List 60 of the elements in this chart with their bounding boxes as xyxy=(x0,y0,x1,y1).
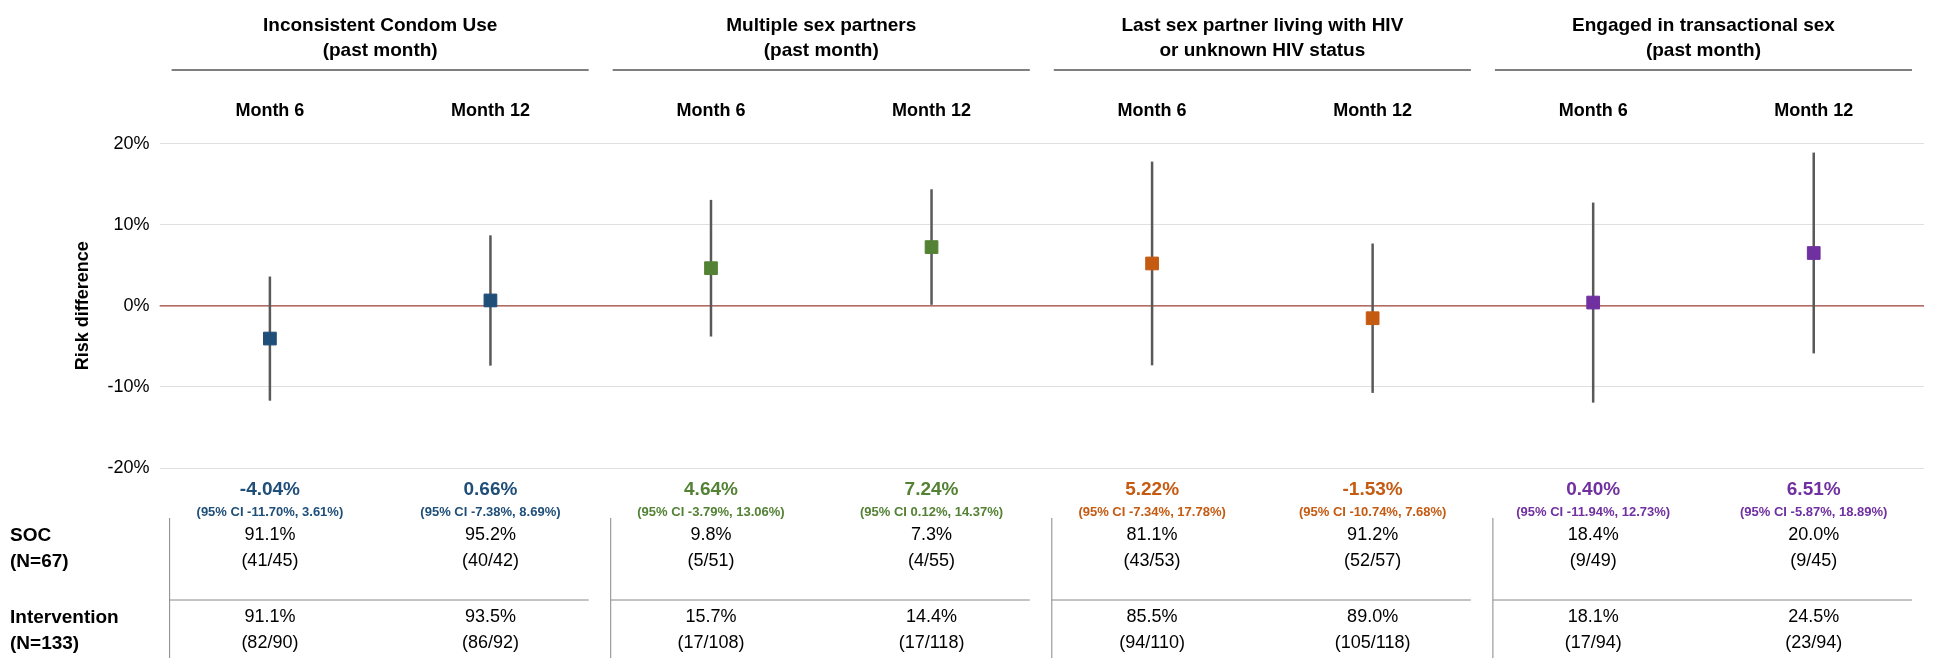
point xyxy=(924,240,939,254)
text: 18.1% (17/94) xyxy=(1564,605,1622,652)
text: 95.2% (40/42) xyxy=(461,523,519,570)
text: 7.3% (4/55) xyxy=(908,523,956,570)
text: Intervention (N=133) xyxy=(10,605,119,653)
data-label: 7.24% xyxy=(904,477,959,499)
point xyxy=(483,293,498,308)
x-tick-label: Month 6 xyxy=(235,99,305,120)
y-axis-title: Risk difference xyxy=(71,241,92,371)
text: 91.1% (41/45) xyxy=(241,523,299,570)
text: (95% CI -7.34%, 17.78%) xyxy=(1078,504,1226,520)
point xyxy=(263,331,277,346)
data-label: 5.22% xyxy=(1125,477,1180,499)
text: (95% CI -5.87%, 18.89%) xyxy=(1740,504,1888,520)
data-label: 0.40% xyxy=(1566,477,1621,499)
text: (95% CI -3.79%, 13.06%) xyxy=(637,504,785,520)
data-label: 4.64% xyxy=(684,477,739,499)
text: (95% CI -11.94%, 12.73%) xyxy=(1516,504,1671,520)
y-tick-label: 20% xyxy=(113,132,150,153)
text: 93.5% (86/92) xyxy=(461,605,519,652)
text: 89.0% (105/118) xyxy=(1334,605,1411,652)
y-tick-label: 10% xyxy=(113,213,150,234)
x-tick-label: Month 6 xyxy=(1558,99,1628,120)
text: Last sex partner living with HIV or unknown HIV status xyxy=(1121,13,1404,60)
x-tick-label: Month 12 xyxy=(450,99,530,120)
text: Engaged in transactional sex (past month) xyxy=(1571,13,1836,60)
text: (95% CI -7.38%, 8.69%) xyxy=(420,504,561,520)
x-tick-label: Month 6 xyxy=(676,99,746,120)
point xyxy=(1806,246,1821,260)
text: 9.8% (5/51) xyxy=(687,523,735,570)
text: (95% CI -10.74%, 7.68%) xyxy=(1298,504,1447,520)
text: (95% CI 0.12%, 14.37%) xyxy=(860,504,1004,520)
text: 24.5% (23/94) xyxy=(1785,605,1843,652)
text: 18.4% (9/49) xyxy=(1567,523,1619,570)
x-tick-label: Month 6 xyxy=(1117,99,1187,120)
text: (95% CI -11.70%, 3.61%) xyxy=(196,504,344,520)
data-label: -1.53% xyxy=(1342,477,1403,499)
text: 85.5% (94/110) xyxy=(1119,605,1185,652)
x-tick-label: Month 12 xyxy=(892,99,972,120)
text: 91.1% (82/90) xyxy=(241,605,299,652)
text: 20.0% (9/45) xyxy=(1788,523,1840,570)
data-label: 0.66% xyxy=(463,477,518,499)
data-label: 6.51% xyxy=(1786,477,1841,499)
y-tick-label: -20% xyxy=(107,456,150,477)
text: Multiple sex partners (past month) xyxy=(726,13,917,60)
x-tick-label: Month 12 xyxy=(1774,99,1854,120)
x-tick-label: Month 12 xyxy=(1333,99,1413,120)
text: 14.4% (17/118) xyxy=(898,605,965,652)
data-label: -4.04% xyxy=(239,477,301,499)
text: Inconsistent Condom Use (past month) xyxy=(262,13,498,60)
point xyxy=(1365,311,1380,326)
y-tick-label: -10% xyxy=(107,375,150,396)
point xyxy=(1586,295,1601,310)
y-tick-label: 0% xyxy=(123,294,150,315)
point xyxy=(704,261,718,276)
text: 81.1% (43/53) xyxy=(1123,523,1181,570)
point xyxy=(1145,256,1159,271)
text: SOC (N=67) xyxy=(10,523,69,571)
text: 91.2% (52/57) xyxy=(1344,523,1402,570)
text: 15.7% (17/108) xyxy=(677,605,745,652)
